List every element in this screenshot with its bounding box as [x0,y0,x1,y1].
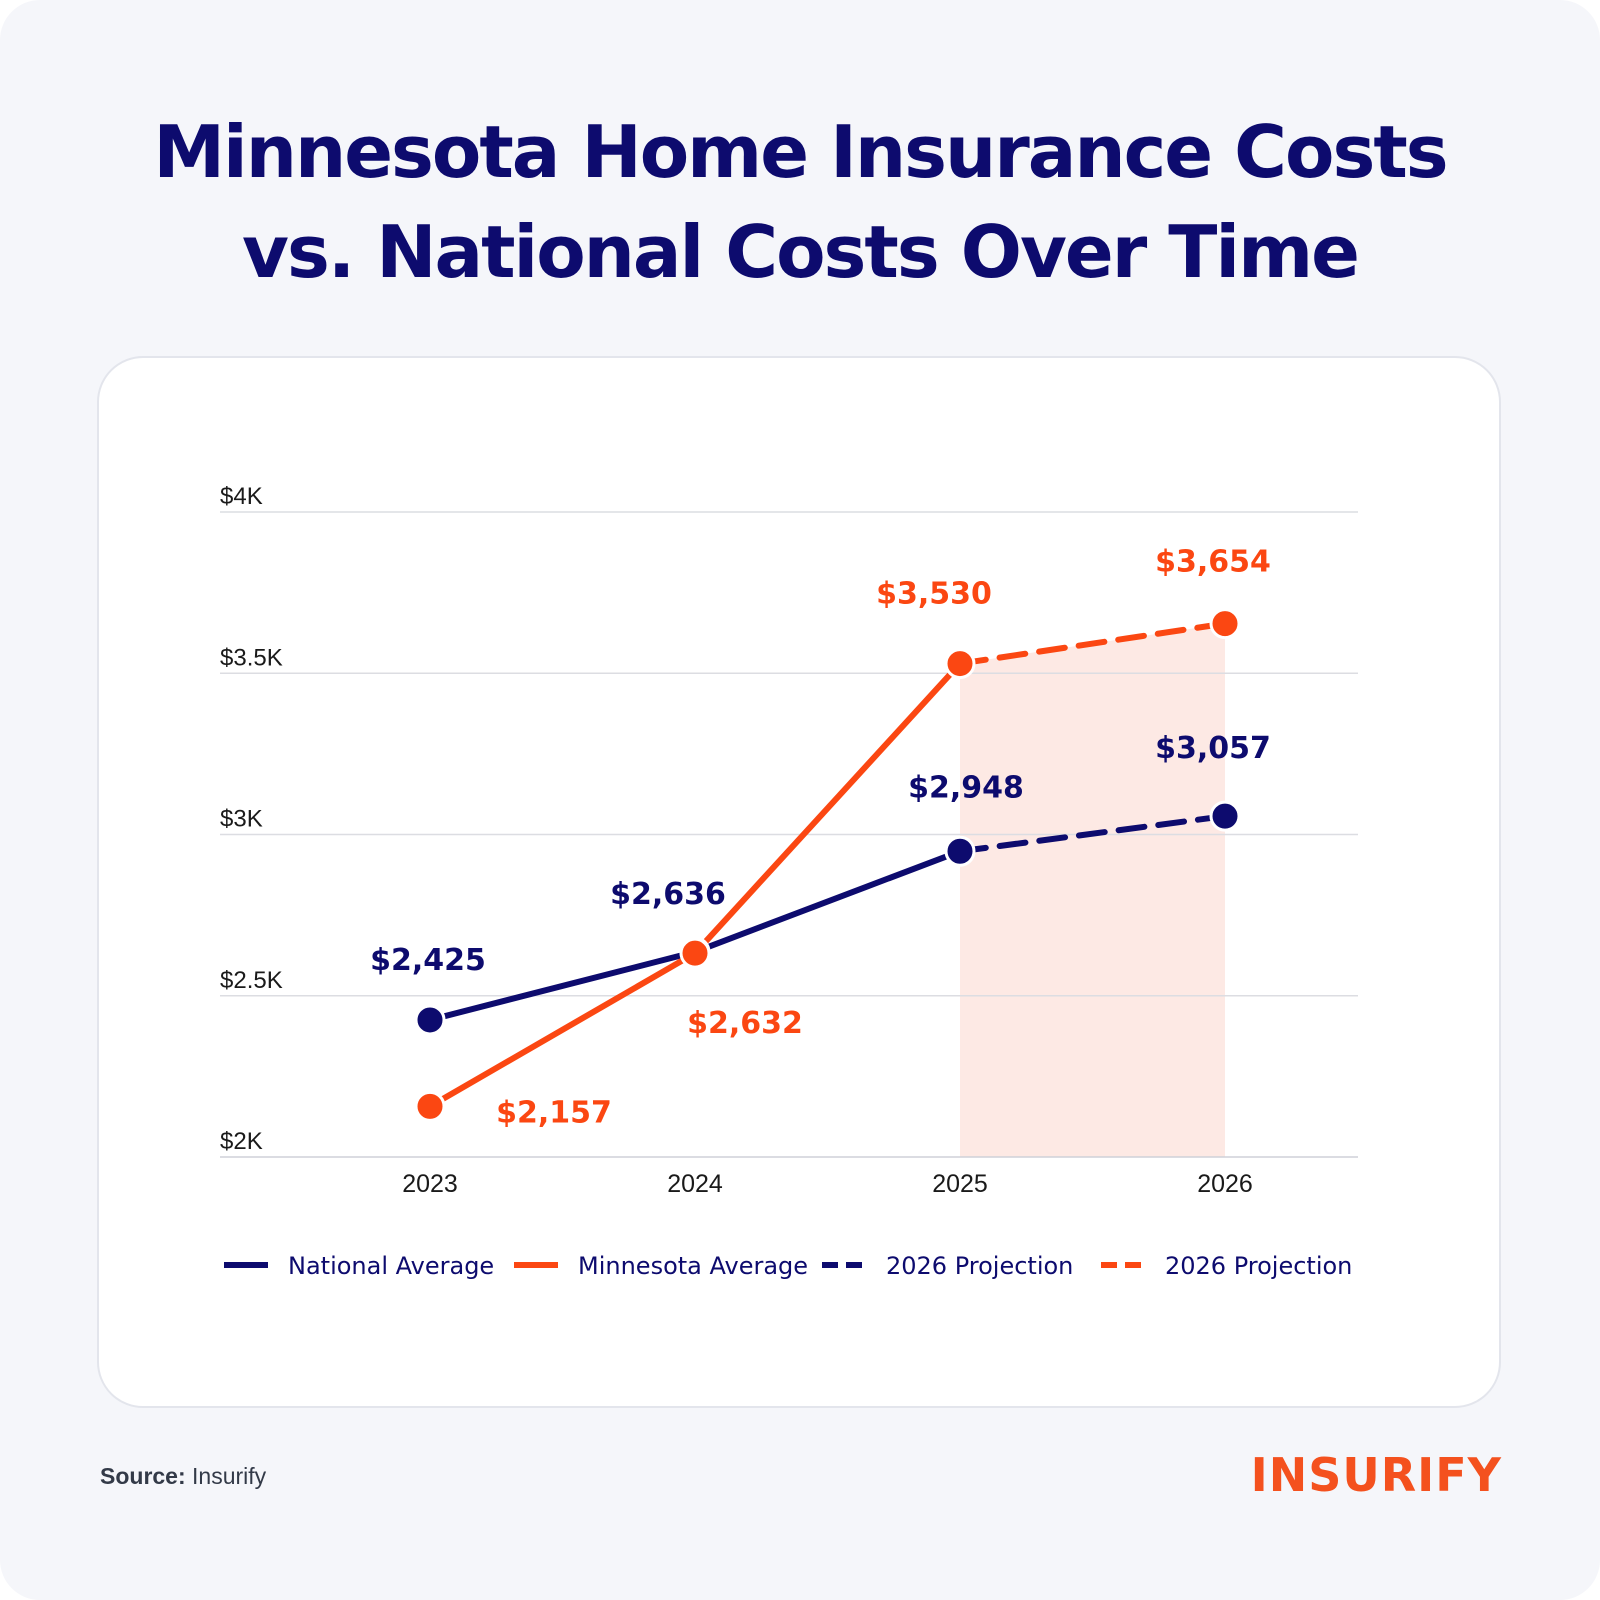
y-tick-label: $4K [220,483,263,510]
data-label: $2,948 [908,770,1024,805]
y-tick-label: $3K [220,806,263,833]
source-label: Source: [100,1463,186,1489]
y-tick-label: $2K [220,1128,263,1155]
legend-label: 2026 Projection [886,1252,1073,1280]
series-line-segment [692,848,963,955]
data-label: $3,654 [1155,545,1271,580]
title-line-1: Minnesota Home Insurance Costs [153,110,1448,194]
data-point [414,1004,446,1036]
data-label: $2,425 [370,943,486,978]
data-label: $2,632 [687,1006,803,1041]
x-tick-label: 2023 [402,1170,458,1198]
chart-card [97,356,1501,1408]
legend-label: National Average [288,1252,494,1280]
y-tick-label: $3.5K [220,644,283,671]
data-point [679,937,711,969]
source-value: Insurify [192,1463,267,1489]
projection-line-segment [957,620,1228,667]
data-label: $2,157 [496,1095,612,1130]
legend-label: Minnesota Average [578,1252,808,1280]
data-point [944,648,976,680]
data-label: $3,057 [1155,731,1271,766]
legend-label: 2026 Projection [1165,1252,1352,1280]
projection-band [960,623,1225,1157]
series-line-segment [427,948,698,1023]
projection-line-segment [957,813,1228,855]
x-tick-label: 2024 [667,1170,723,1198]
x-tick-label: 2026 [1197,1170,1253,1198]
x-tick-label: 2025 [932,1170,988,1198]
data-point [1209,800,1241,832]
title-line-2: vs. National Costs Over Time [242,210,1360,294]
source-note: Source: Insurify [100,1463,266,1490]
insurify-logo: INSURIFY [1250,1448,1502,1502]
data-point [944,835,976,867]
data-label: $2,636 [610,877,726,912]
data-point [1209,608,1241,640]
chart-title: Minnesota Home Insurance Costs vs. Natio… [0,102,1600,302]
data-point [414,1090,446,1122]
series-line-segment [427,950,698,1110]
data-label: $3,530 [876,577,992,612]
y-tick-label: $2.5K [220,967,283,994]
series-line-segment [692,660,963,957]
